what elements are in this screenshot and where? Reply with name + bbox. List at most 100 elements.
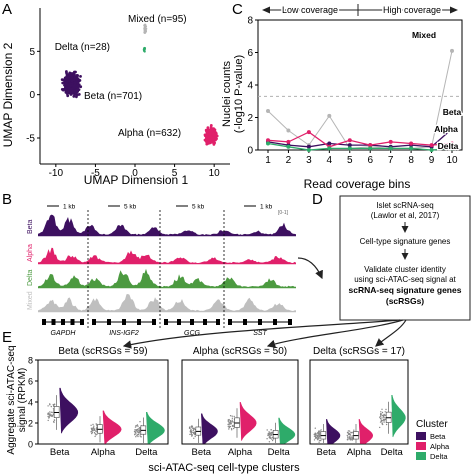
violin-jitter-point [231,429,233,431]
violin-jitter-point [191,425,193,427]
umap-point-mixed [143,30,147,33]
violin-jitter-point [233,415,235,418]
umap-point-beta [69,89,72,93]
violin-y-tick-label: 4 [28,398,33,408]
violin-jitter-point [382,414,385,417]
line-chart-x-tick-label: 2 [286,155,292,166]
series-point-delta [429,148,434,152]
legend-swatch-delta [416,452,426,460]
coverage-arrow: Low coverage High coverage [262,4,458,17]
line-chart-x-tick-label: 7 [388,155,394,166]
series-point-mixed [286,128,291,133]
umap-point-alpha [204,139,208,143]
umap-point-beta [77,93,81,96]
line-chart-x-tick-label: 8 [408,155,414,166]
scale-bar-label: 5 kb [124,204,137,211]
series-point-delta [306,148,311,152]
violin-jitter-point [228,422,230,424]
violin-jitter-point [135,425,137,427]
track-range-label: [0-1] [278,210,289,216]
violin-jitter-point [188,427,191,429]
violin-panel-3: Delta (scRSGs = 17) Beta Alpha Delta [309,346,409,458]
workflow-step-1a: Islet scRNA-seq [376,201,433,210]
violin-jitter-point [266,429,268,431]
violin-jitter-point [228,426,230,429]
track-signal-mixed [38,294,296,312]
line-chart-series [266,48,454,152]
violin-jitter-point [96,433,98,435]
violin-panel-title: Alpha (scRSGs = 50) [193,346,287,357]
umap-point-alpha [214,134,218,138]
violin-panel-2: Alpha (scRSGs = 50) Beta Alpha Delta [181,346,299,458]
track-signal-delta [38,268,296,288]
track-signal-beta [38,214,296,236]
violin-jitter-point [94,435,96,438]
legend-swatch-alpha [416,442,426,450]
panel-label-e: E [2,329,12,346]
violin-jitter-point [314,427,316,429]
legend-label-alpha: Alpha [430,442,450,451]
umap-x-tick-label: 0 [132,168,138,179]
violin-jitter-point [134,426,137,428]
violin-jitter-point [194,431,196,433]
violin-jitter-point [193,432,195,435]
violin-jitter-point [347,436,349,439]
violin-jitter-point [268,436,271,439]
violin-jitter-point [50,405,52,408]
workflow-step-1b: (Lawlor et al, 2017) [371,211,440,220]
umap-label-delta: Delta (n=28) [55,42,110,53]
series-point-alpha [388,139,393,144]
violin-jitter-point [96,423,98,425]
violin-jitter-point [93,432,96,434]
violin-jitter-point [53,419,56,421]
violin-jitter-point [317,433,320,435]
violin-jitter-point [384,411,386,413]
series-point-delta [266,141,270,146]
violin-jitter-point [269,435,272,437]
violin-panel-frame [181,359,299,445]
d-to-e-arrows [122,319,407,349]
umap-y-tick-label: -5 [26,134,35,145]
violin-jitter-point [136,430,138,433]
workflow-step-3a: Validate cluster identity [364,265,446,274]
umap-label-beta: Beta (n=701) [84,91,142,102]
violin-jitter-point [268,431,270,433]
umap-point-beta [73,90,77,93]
violin-jitter-point [380,421,382,423]
umap-x-tick-label: 5 [172,168,178,179]
line-chart-axes: 1 2 3 4 5 6 7 8 9 10 0 2 4 6 8 [247,16,463,166]
umap-axes: -10 -5 0 5 10 -5 0 5 [26,8,230,179]
umap-label-mixed: Mixed (n=95) [128,14,187,25]
violin-jitter-point [229,415,232,417]
violin-panel-title: Delta (scRSGs = 17) [313,346,405,357]
violin-jitter-point [47,405,49,407]
umap-label-alpha: Alpha (n=632) [118,128,181,139]
line-chart-y-tick-label: 4 [247,81,253,92]
series-line-beta [267,128,453,148]
violin-jitter-point [137,425,139,427]
series-point-alpha [286,139,291,144]
panel-label-b: B [2,191,12,208]
violin-jitter-point [316,433,318,435]
violin-jitter-point [316,432,319,434]
violin-jitter-point [314,432,316,434]
violin-jitter-point [229,423,231,425]
gene-exon [190,319,194,325]
umap-point-beta [61,88,65,92]
umap-point-beta [65,92,69,96]
violin-jitter-point [379,416,381,418]
violin-jitter-point [349,434,351,436]
violin-half-delta [391,395,406,438]
violin-x-label: sci-ATAC-seq cell-type clusters [148,462,300,474]
violin-jitter-point [95,430,97,432]
panel-b: B 1 kb 5 kb 5 kb 1 kb [0-1] Beta Alpha Delta M… [2,191,323,337]
umap-point-beta [74,81,77,84]
umap-point-alpha [209,128,212,132]
violin-jitter-point [385,408,387,411]
umap-point-alpha [205,142,209,146]
panel-e: E Aggregate sci-ATAC-seq signal (RPKM) B… [2,329,450,474]
violin-jitter-point [383,421,385,423]
panel-label-d: D [312,191,323,208]
gene-exon [243,319,247,325]
violin-jitter-point [49,413,51,415]
